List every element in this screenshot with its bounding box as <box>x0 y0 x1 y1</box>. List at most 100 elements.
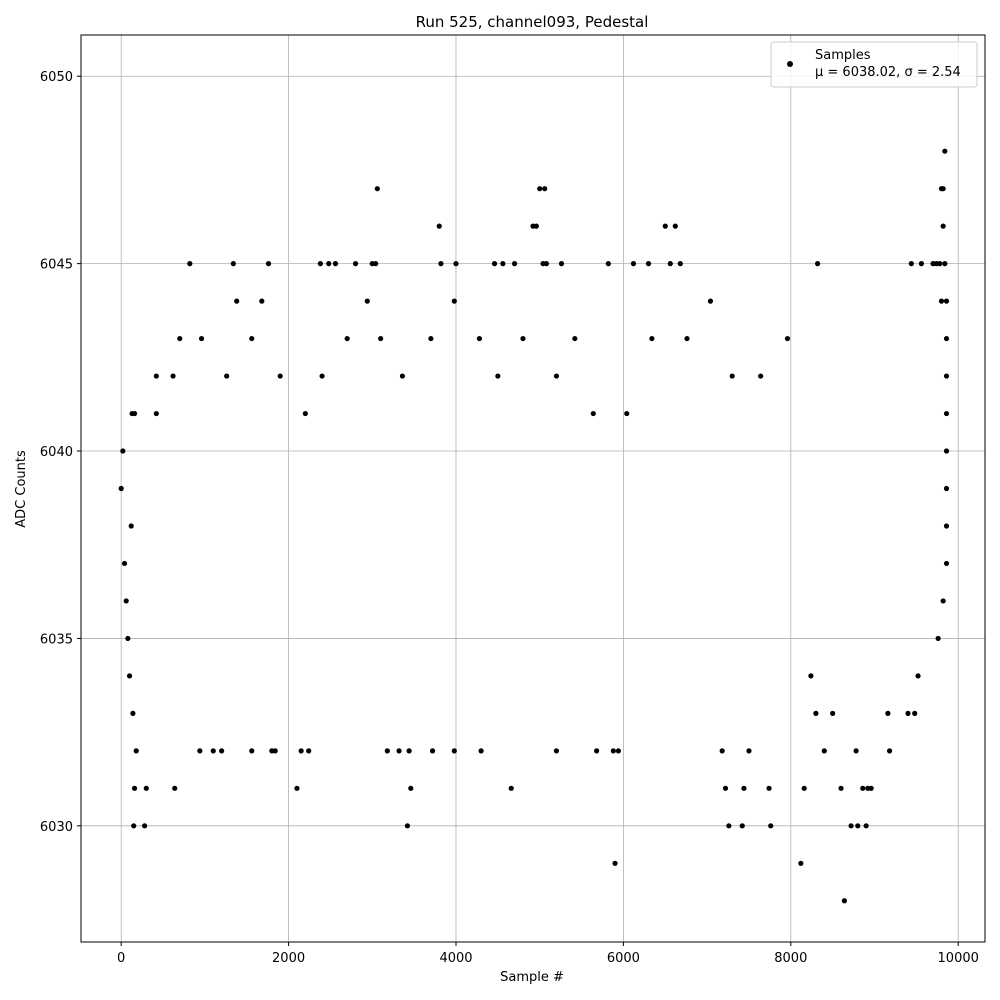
data-point <box>722 785 729 791</box>
data-point <box>739 823 745 829</box>
data-point <box>935 635 941 642</box>
data-point <box>143 785 149 791</box>
legend-stats-label: μ = 6038.02, σ = 2.54 <box>815 65 961 80</box>
data-point <box>249 335 255 342</box>
data-point <box>645 261 652 267</box>
data-point <box>594 748 600 754</box>
data-point <box>298 748 304 754</box>
data-point <box>624 410 630 417</box>
data-point <box>198 335 205 342</box>
data-point <box>428 335 434 342</box>
data-point <box>630 261 637 267</box>
x-tick-label: 4000 <box>439 951 472 966</box>
data-point <box>508 785 514 791</box>
data-point <box>131 410 138 417</box>
data-point <box>133 748 139 754</box>
data-point <box>868 785 874 791</box>
data-point <box>937 261 943 267</box>
data-point <box>768 823 774 829</box>
data-point <box>615 748 621 754</box>
data-point <box>344 335 350 342</box>
data-point <box>667 261 673 267</box>
data-point <box>677 261 683 267</box>
data-point <box>142 823 148 829</box>
data-point <box>860 785 866 791</box>
data-point <box>491 261 498 267</box>
legend-marker <box>787 61 793 67</box>
data-point <box>838 785 844 791</box>
data-point <box>798 860 804 866</box>
data-point <box>272 748 278 754</box>
data-point <box>170 373 176 379</box>
data-point <box>784 335 791 342</box>
data-point <box>224 373 230 379</box>
data-point <box>853 748 859 754</box>
data-point <box>553 373 560 379</box>
data-point <box>942 261 948 267</box>
data-point <box>125 635 131 642</box>
data-point <box>908 261 914 267</box>
data-point <box>533 223 539 229</box>
data-point <box>319 373 325 379</box>
data-point <box>542 186 548 192</box>
data-point <box>265 261 272 267</box>
data-point <box>855 823 861 829</box>
data-point <box>326 261 332 267</box>
data-point <box>553 748 560 754</box>
data-point <box>801 785 807 791</box>
y-tick-label: 6040 <box>40 445 73 460</box>
x-tick-label: 6000 <box>607 951 640 966</box>
data-point <box>451 298 457 304</box>
data-point <box>746 748 752 754</box>
x-tick-label: 8000 <box>774 951 807 966</box>
x-tick-label: 0 <box>117 951 125 966</box>
y-axis-label: ADC Counts <box>14 450 29 528</box>
data-point <box>438 261 444 267</box>
data-point <box>766 785 772 791</box>
data-point <box>758 373 764 379</box>
data-point <box>126 673 133 679</box>
y-tick-label: 6050 <box>40 70 73 85</box>
data-point <box>943 298 950 304</box>
data-point <box>378 335 384 342</box>
x-axis-label: Sample # <box>500 970 564 985</box>
data-point <box>649 335 655 342</box>
data-point <box>940 598 946 604</box>
legend: Samples μ = 6038.02, σ = 2.54 <box>770 41 978 88</box>
data-point <box>808 673 814 679</box>
data-point <box>605 261 611 267</box>
data-point <box>912 710 918 716</box>
data-point <box>830 710 836 716</box>
data-point <box>943 485 950 492</box>
data-point <box>128 523 134 529</box>
data-point <box>543 261 549 267</box>
data-point <box>197 748 203 754</box>
data-point <box>943 523 950 529</box>
legend-series-label: Samples <box>815 48 871 63</box>
data-point <box>511 261 518 267</box>
y-tick-label: 6045 <box>40 258 73 273</box>
data-point <box>406 748 412 754</box>
data-point <box>259 298 265 304</box>
data-point <box>719 748 725 754</box>
data-point <box>302 410 308 417</box>
data-point <box>943 560 950 567</box>
chart-title: Run 525, channel093, Pedestal <box>416 13 649 31</box>
data-point <box>841 898 847 904</box>
data-point <box>153 373 159 379</box>
data-point <box>726 823 732 829</box>
data-point <box>429 748 436 754</box>
data-point <box>399 373 406 379</box>
data-point <box>219 748 225 754</box>
data-point <box>317 261 323 267</box>
data-point <box>886 748 893 754</box>
data-point <box>364 298 370 304</box>
data-point <box>123 598 129 604</box>
data-point <box>520 335 526 342</box>
data-point <box>943 373 950 379</box>
y-tick-label: 6030 <box>40 820 73 835</box>
data-point <box>436 223 442 229</box>
data-point <box>249 748 255 754</box>
data-point <box>662 223 668 229</box>
data-point <box>277 373 283 379</box>
